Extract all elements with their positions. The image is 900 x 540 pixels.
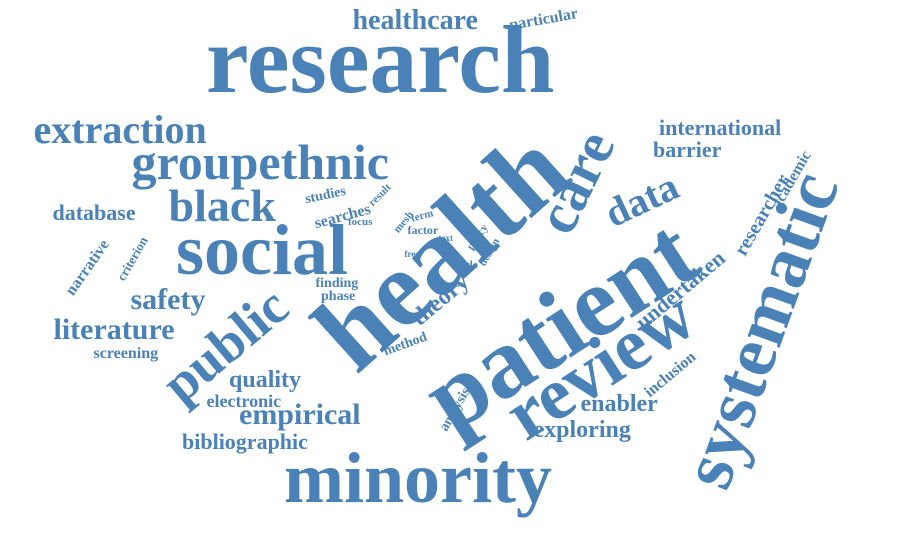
word-safety: safety <box>130 283 206 316</box>
word-empirical: empirical <box>239 398 361 431</box>
word-criterion: criterion <box>113 233 151 283</box>
word-literature: literature <box>53 313 175 346</box>
word-factor: factor <box>407 223 439 237</box>
word-black: black <box>168 180 276 231</box>
word-focus: focus <box>348 215 373 228</box>
word-quality: quality <box>229 367 302 393</box>
word-bibliographic: bibliographic <box>182 429 308 454</box>
word-barrier: barrier <box>653 137 722 162</box>
word-cycle: cycle <box>454 258 478 271</box>
word-proc: proc <box>446 278 464 289</box>
word-research: research <box>206 6 555 113</box>
word-free: free <box>404 248 420 259</box>
word-database: database <box>52 200 136 225</box>
word-finding: finding <box>315 276 359 291</box>
word-narrative: narrative <box>62 236 113 299</box>
word-groupethnic: groupethnic <box>131 134 389 190</box>
word-international: international <box>659 115 782 140</box>
word-care: care <box>522 120 627 244</box>
word-healthcare: healthcare <box>352 5 478 36</box>
word-minority: minority <box>284 438 552 518</box>
word-text: text <box>438 232 454 243</box>
word-screening: screening <box>93 345 159 362</box>
word-electronic: electronic <box>206 391 282 411</box>
word-social: social <box>176 210 348 290</box>
word-extraction: extraction <box>33 107 207 152</box>
word-exploring: exploring <box>533 417 631 443</box>
word-phase: phase <box>321 289 356 304</box>
word-enabler: enabler <box>580 391 658 417</box>
